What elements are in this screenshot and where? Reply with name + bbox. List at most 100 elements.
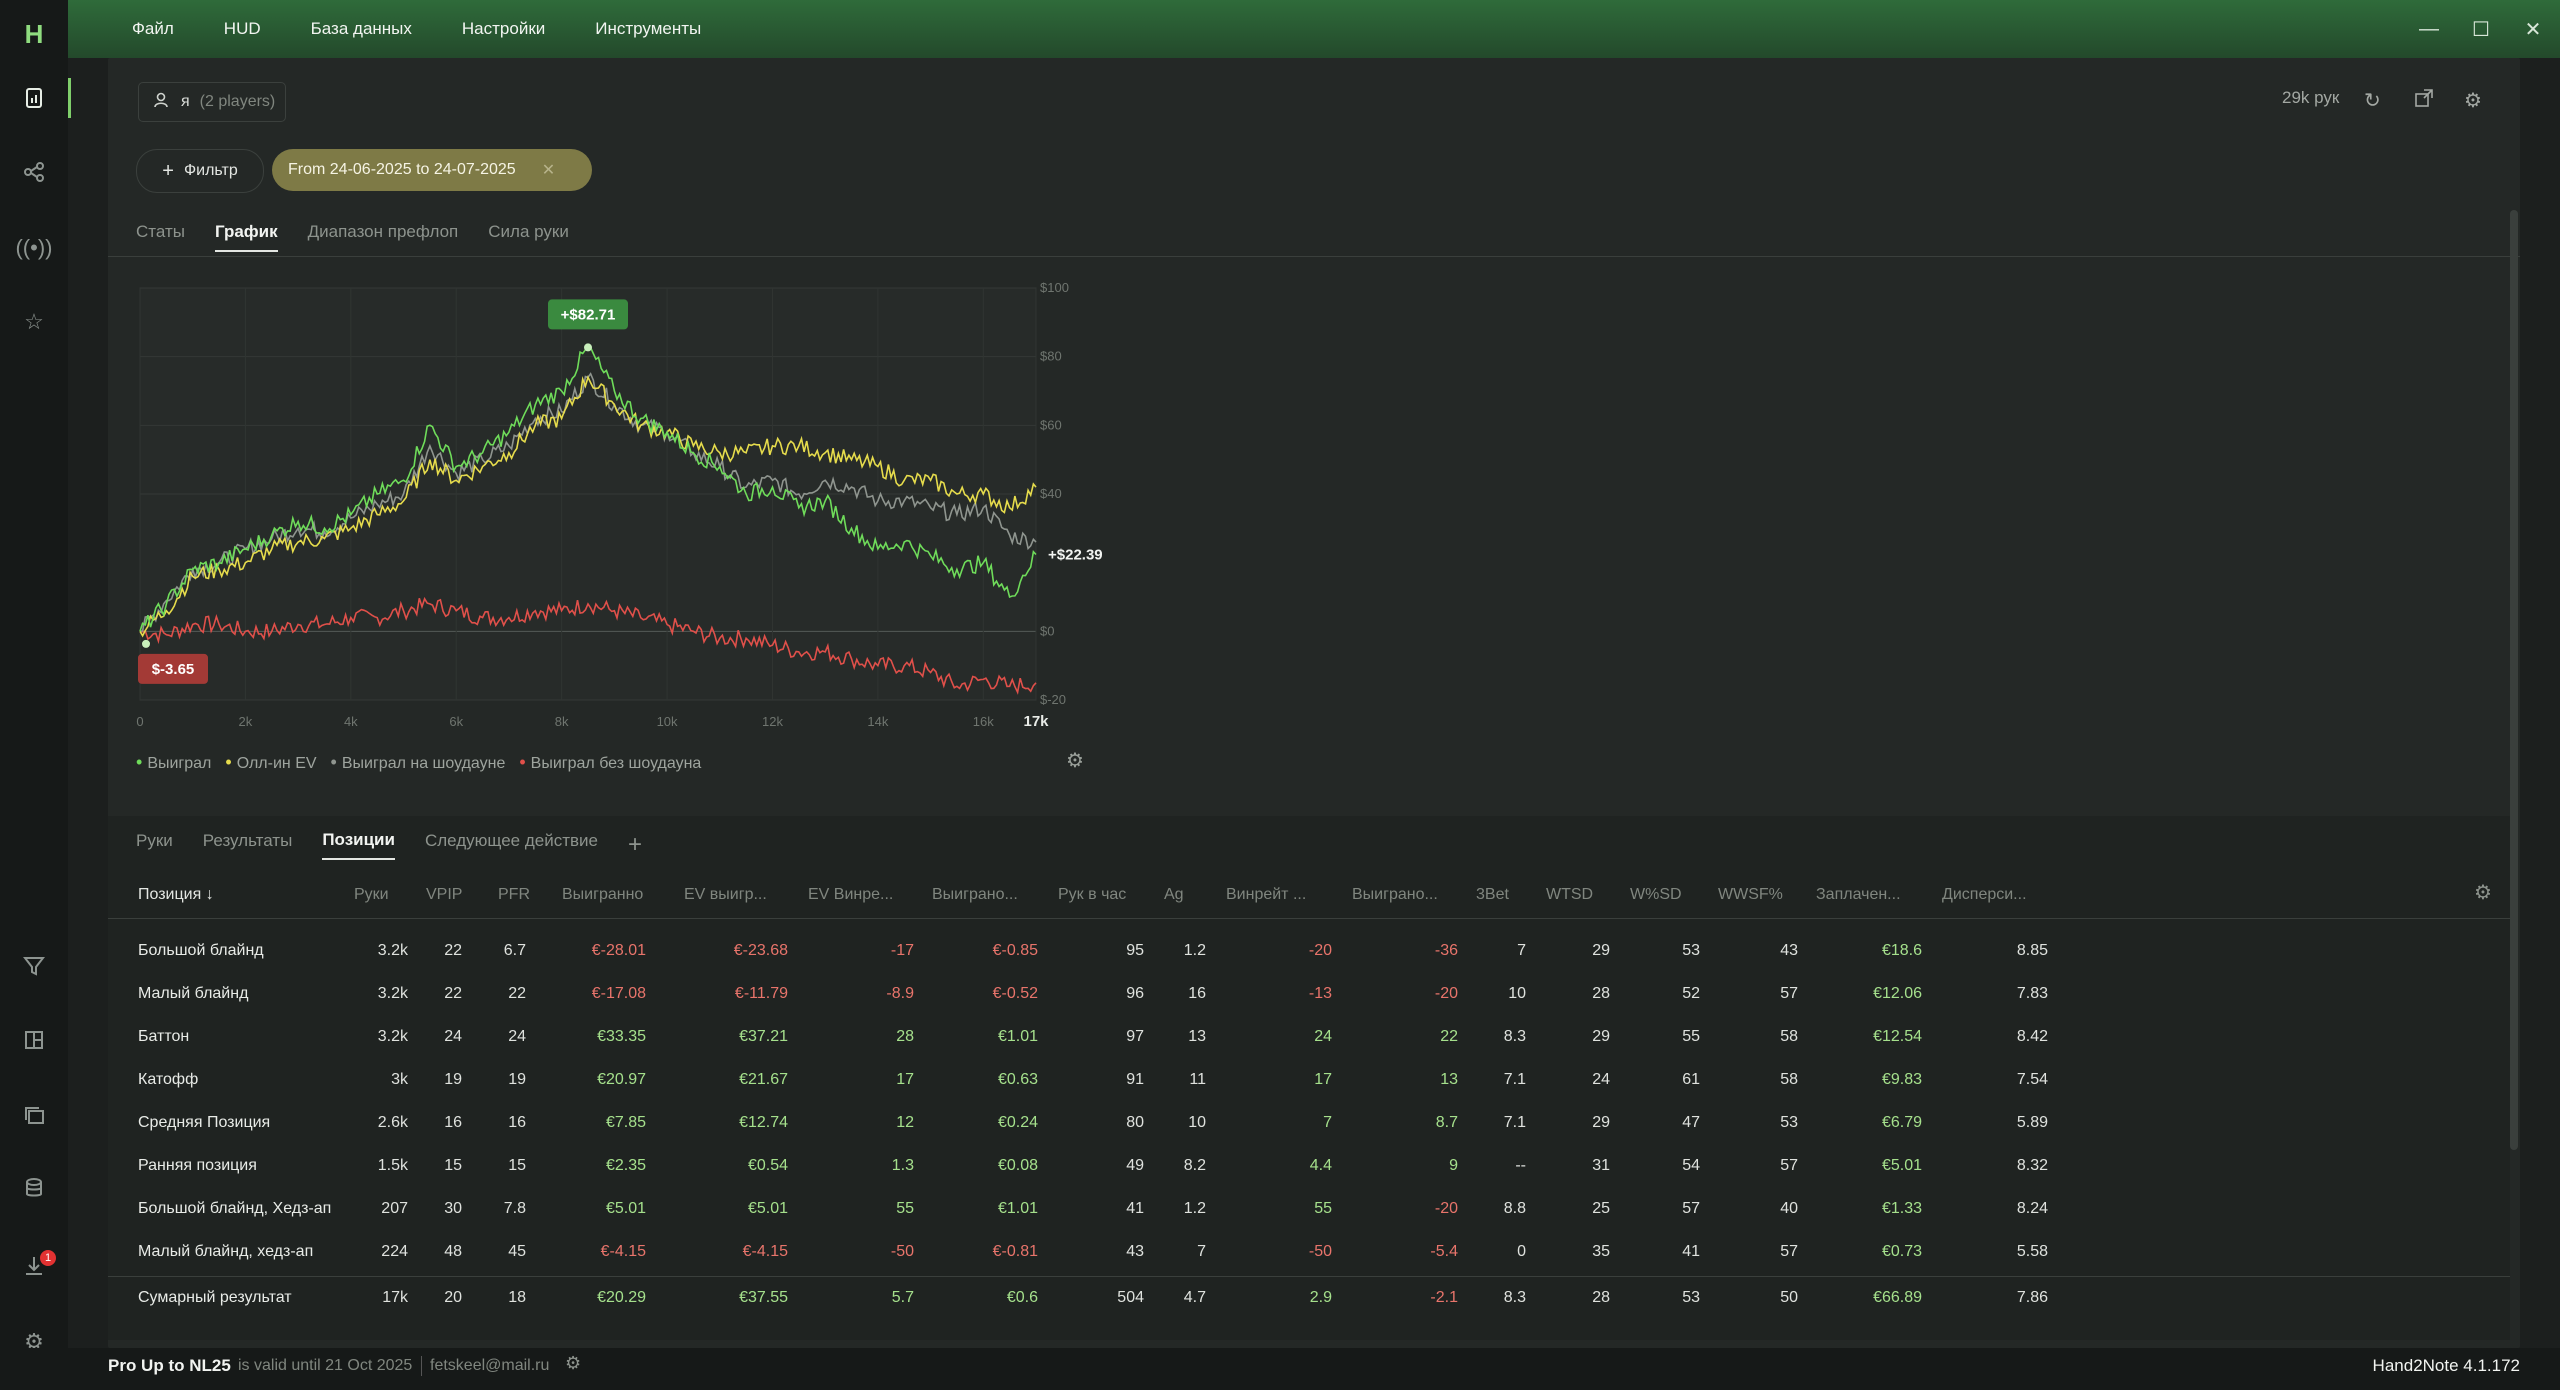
- menu-item-2[interactable]: База данных: [310, 19, 412, 38]
- table-cell: €1.33: [1881, 1200, 1922, 1217]
- maximize-button[interactable]: ☐: [2472, 18, 2490, 41]
- column-header-8[interactable]: Рук в час: [1058, 886, 1127, 903]
- table-settings-icon[interactable]: ⚙: [2474, 882, 2492, 904]
- account-settings-icon[interactable]: ⚙: [565, 1353, 582, 1373]
- table-cell: 7.1: [1503, 1114, 1526, 1131]
- table-cell: 7.83: [2016, 985, 2048, 1002]
- table-cell: -2.1: [1430, 1289, 1458, 1306]
- menu-item-0[interactable]: Файл: [132, 19, 174, 38]
- layout-icon[interactable]: [0, 1020, 68, 1060]
- column-header-0[interactable]: Позиция ↓: [138, 886, 214, 903]
- main-tab-1[interactable]: График: [214, 222, 278, 252]
- app-logo: H: [24, 19, 44, 49]
- close-button[interactable]: ✕: [2524, 18, 2542, 41]
- table-cell: 95: [1126, 942, 1144, 959]
- column-header-12[interactable]: 3Bet: [1476, 886, 1509, 903]
- main-tabs: Статы График Диапазон префлоп Сила руки: [136, 222, 569, 252]
- minimize-button[interactable]: —: [2419, 17, 2439, 40]
- column-header-14[interactable]: W%SD: [1630, 886, 1682, 903]
- column-header-10[interactable]: Винрейт ...: [1226, 886, 1307, 903]
- table-cell: 7.86: [2016, 1289, 2048, 1306]
- panel-settings-icon[interactable]: ⚙: [2464, 90, 2482, 112]
- reports-icon[interactable]: [0, 78, 71, 118]
- y-tick-label: $60: [1040, 417, 1062, 432]
- column-header-3[interactable]: PFR: [498, 886, 530, 903]
- broadcast-icon[interactable]: ((•)): [15, 235, 53, 260]
- date-range-label: From 24-06-2025 to 24-07-2025: [288, 161, 516, 178]
- export-icon[interactable]: [2414, 88, 2434, 113]
- table-cell: 15: [508, 1157, 526, 1174]
- column-header-11[interactable]: Выиграно...: [1352, 886, 1438, 903]
- share-icon[interactable]: [0, 152, 68, 192]
- bottom-tab-3[interactable]: Следующее действие: [424, 831, 598, 850]
- column-header-2[interactable]: VPIP: [426, 886, 463, 903]
- bottom-tab-1[interactable]: Результаты: [202, 831, 293, 850]
- x-tick-label: 10k: [657, 714, 678, 729]
- date-range-chip[interactable]: From 24-06-2025 to 24-07-2025 ✕: [272, 149, 592, 191]
- column-header-1[interactable]: Руки: [354, 886, 389, 903]
- table-row[interactable]: Малый блайнд, хедз-ап 224 48 45 €-4.15 €-4.15…: [108, 1231, 2510, 1274]
- table-cell: 22: [1440, 1028, 1458, 1045]
- x-tick-label: 8k: [555, 714, 569, 729]
- table-row[interactable]: Большой блайнд 3.2k 22 6.7 €-28.01 €-23.68 -17…: [108, 930, 2510, 973]
- scrollbar[interactable]: [2510, 210, 2518, 1150]
- column-header-4[interactable]: Выигранно: [562, 886, 644, 903]
- filter-icon[interactable]: [0, 946, 68, 986]
- database-icon[interactable]: [0, 1168, 68, 1208]
- column-header-13[interactable]: WTSD: [1546, 886, 1594, 903]
- download-icon[interactable]: 1: [0, 1246, 68, 1286]
- table-cell: 96: [1126, 985, 1144, 1002]
- menu-item-1[interactable]: HUD: [223, 19, 261, 38]
- table-total-row[interactable]: Сумарный результат 17k 20 18 €20.29 €37.55 5.7…: [108, 1276, 2510, 1320]
- column-header-5[interactable]: EV выигр...: [684, 886, 767, 903]
- legend-item-3[interactable]: • Выиграл без шоудауна: [519, 752, 701, 773]
- column-header-6[interactable]: EV Винрe...: [808, 886, 894, 903]
- table-row[interactable]: Малый блайнд 3.2k 22 22 €-17.08 €-11.79 -8.9 €-…: [108, 973, 2510, 1016]
- main-tab-3[interactable]: Сила руки: [488, 222, 569, 241]
- legend-label: Олл-ин EV: [236, 755, 317, 772]
- menu-item-4[interactable]: Инструменты: [595, 19, 702, 38]
- legend-item-0[interactable]: • Выиграл: [136, 752, 211, 773]
- bottom-tab-0[interactable]: Руки: [136, 831, 173, 850]
- column-header-17[interactable]: Дисперси...: [1942, 886, 2027, 903]
- column-header-7[interactable]: Выиграно...: [932, 886, 1018, 903]
- settings-gear-icon[interactable]: ⚙: [24, 1329, 44, 1354]
- table-cell: 7.1: [1503, 1071, 1526, 1088]
- main-tab-0[interactable]: Статы: [136, 222, 185, 241]
- table-row[interactable]: Средняя Позиция 2.6k 16 16 €7.85 €12.74 12 €0.2…: [108, 1102, 2510, 1145]
- y-tick-label: $40: [1040, 486, 1062, 501]
- legend-item-2[interactable]: • Выиграл на шоудауне: [331, 752, 506, 773]
- table-row[interactable]: Баттон 3.2k 24 24 €33.35 €37.21 28 €1.01 97 13 24 2…: [108, 1016, 2510, 1059]
- add-tab-button[interactable]: +: [627, 831, 642, 858]
- player-selector-button[interactable]: я (2 players): [138, 82, 286, 122]
- close-icon[interactable]: ✕: [541, 162, 556, 179]
- star-list-icon[interactable]: ☆: [24, 309, 44, 334]
- chart-settings-icon[interactable]: ⚙: [1066, 750, 1084, 772]
- table-cell: 80: [1126, 1114, 1144, 1131]
- account-email[interactable]: fetskeel@mail.ru: [430, 1357, 550, 1374]
- y-tick-label: $-20: [1040, 692, 1066, 707]
- table-cell: 43: [1780, 942, 1798, 959]
- table-cell: 31: [1592, 1157, 1610, 1174]
- bottom-tab-2[interactable]: Позиции: [322, 830, 395, 860]
- copies-icon[interactable]: [0, 1096, 68, 1136]
- refresh-icon[interactable]: ↻: [2364, 90, 2381, 112]
- column-header-16[interactable]: Заплачен...: [1816, 886, 1901, 903]
- chart-legend: • Выиграл • Олл-ин EV • Выиграл на шоудаун…: [136, 752, 701, 773]
- legend-item-1[interactable]: • Олл-ин EV: [225, 752, 316, 773]
- column-header-9[interactable]: Ag: [1164, 886, 1184, 903]
- column-header-15[interactable]: WWSF%: [1718, 886, 1783, 903]
- table-row[interactable]: Катофф 3k 19 19 €20.97 €21.67 17 €0.63 91 11 17 13 7…: [108, 1059, 2510, 1102]
- status-bar: [0, 1348, 2560, 1390]
- add-filter-button[interactable]: + Фильтр: [136, 149, 264, 193]
- main-tab-2[interactable]: Диапазон префлоп: [307, 222, 459, 241]
- menu-item-3[interactable]: Настройки: [461, 19, 546, 38]
- table-cell: 8.3: [1503, 1028, 1526, 1045]
- table-row[interactable]: Большой блайнд, Хедз-ап 207 30 7.8 €5.01 €5.0…: [108, 1188, 2510, 1231]
- table-cell: €0.6: [1006, 1289, 1038, 1306]
- table-cell: 7: [1323, 1114, 1332, 1131]
- table-cell: 22: [508, 985, 526, 1002]
- table-cell: -17: [890, 942, 914, 959]
- table-cell: €21.67: [739, 1071, 788, 1088]
- table-row[interactable]: Ранняя позиция 1.5k 15 15 €2.35 €0.54 1.3 €0.08…: [108, 1145, 2510, 1188]
